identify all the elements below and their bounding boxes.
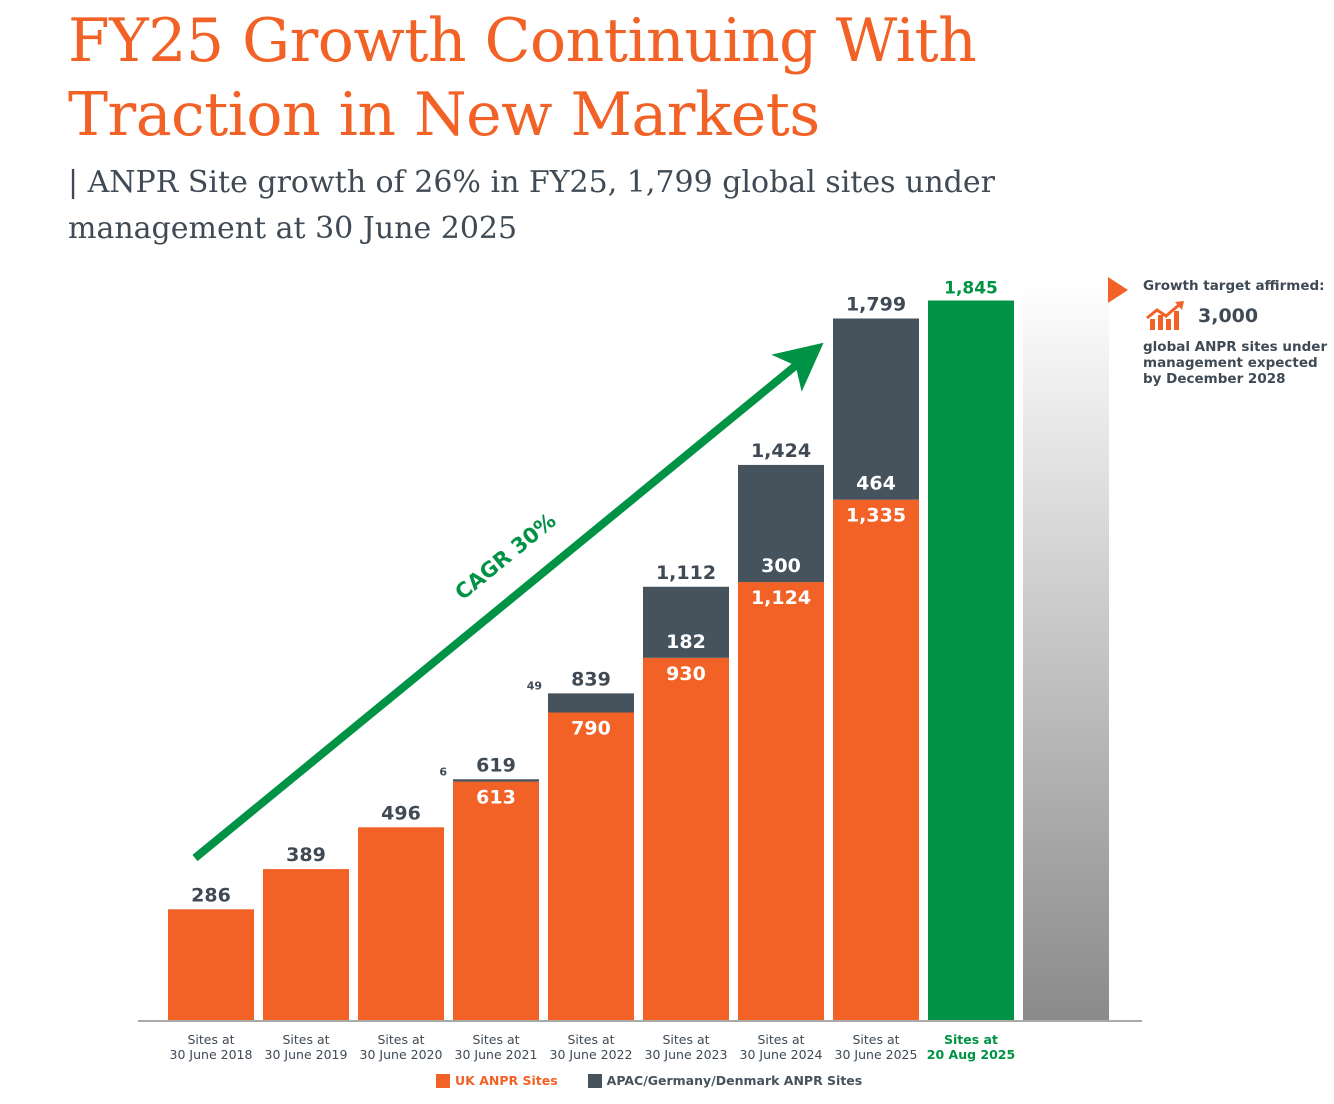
total-label: 1,799: [846, 293, 906, 315]
apac-segment-label: 464: [856, 473, 896, 495]
x-tick-label-line1: Sites at: [187, 1032, 234, 1047]
x-tick-label-line1: Sites at: [377, 1032, 424, 1047]
bar-segment-uk: [738, 582, 824, 1021]
x-tick-label-line2: 30 June 2019: [265, 1047, 348, 1062]
bar-latest: [928, 300, 1014, 1022]
cagr-label: CAGR 30%: [451, 508, 561, 604]
legend-label-uk: UK ANPR Sites: [455, 1073, 558, 1088]
legend-item-apac: APAC/Germany/Denmark ANPR Sites: [587, 1073, 863, 1088]
apac-segment-label: 6: [439, 765, 447, 778]
x-tick-label-line1: Sites at: [852, 1032, 899, 1047]
bar-segment-uk: [453, 781, 539, 1021]
x-tick-label-line1: Sites at: [282, 1032, 329, 1047]
total-label: 496: [381, 802, 421, 824]
legend: UK ANPR Sites APAC/Germany/Denmark ANPR …: [436, 1073, 862, 1088]
uk-segment-label: 613: [476, 787, 516, 809]
target-description: global ANPR sites under management expec…: [1143, 339, 1328, 387]
title-line-1: FY25 Growth Continuing With: [68, 6, 977, 76]
uk-segment-label: 790: [571, 718, 611, 740]
cagr-arrow: [192, 342, 824, 862]
total-label: 1,845: [944, 279, 998, 299]
x-tick-label-line2: 30 June 2020: [360, 1047, 443, 1062]
bar-segment-uk: [358, 827, 444, 1021]
uk-segment-label: 1,124: [751, 587, 811, 609]
bar-segment-uk: [263, 869, 349, 1021]
x-tick-label-line2: 30 June 2023: [645, 1047, 728, 1062]
x-tick-label-line2: 30 June 2024: [740, 1047, 823, 1062]
x-tick-label-line1: Sites at: [567, 1032, 614, 1047]
legend-item-uk: UK ANPR Sites: [436, 1073, 558, 1088]
subtitle: | ANPR Site growth of 26% in FY25, 1,799…: [68, 165, 995, 246]
x-tick-label-line2: 30 June 2018: [170, 1047, 253, 1062]
total-label: 389: [286, 844, 326, 866]
total-label: 619: [476, 754, 516, 776]
legend-label-apac: APAC/Germany/Denmark ANPR Sites: [606, 1073, 863, 1088]
x-tick-label-line1: Sites at: [472, 1032, 519, 1047]
bar-segment-uk: [833, 499, 919, 1021]
apac-segment-label: 49: [527, 679, 542, 692]
x-tick-label-line2: 30 June 2022: [550, 1047, 633, 1062]
x-tick-label-line1: Sites at: [662, 1032, 709, 1047]
total-label: 1,112: [656, 562, 716, 584]
total-label: 1,424: [751, 440, 811, 462]
bar-segment-uk: [168, 909, 254, 1021]
page-title: FY25 Growth Continuing With Traction in …: [68, 4, 977, 152]
target-bar: [1023, 279, 1109, 1021]
apac-segment-label: 182: [666, 631, 706, 653]
bar-segment-uk: [643, 657, 729, 1021]
uk-segment-label: 1,335: [846, 505, 906, 527]
x-tick-label-line2: 20 Aug 2025: [927, 1047, 1015, 1062]
bar-segment-apac: [833, 318, 919, 500]
target-heading: Growth target affirmed:: [1143, 278, 1325, 294]
legend-swatch-uk: [436, 1073, 450, 1088]
legend-swatch-apac: [587, 1073, 602, 1088]
growth-chart-icon: [1146, 301, 1184, 330]
bar-segment-uk: [548, 712, 634, 1021]
x-tick-label-line2: 30 June 2021: [455, 1047, 538, 1062]
apac-segment-label: 300: [761, 555, 801, 577]
total-label: 839: [571, 668, 611, 690]
uk-segment-label: 930: [666, 663, 706, 685]
bar-segment-apac: [548, 693, 634, 713]
bar-segment-apac: [643, 586, 729, 658]
bar-segment-apac: [453, 779, 539, 782]
target-value: 3,000: [1198, 305, 1259, 327]
title-line-2: Traction in New Markets: [68, 80, 820, 150]
x-tick-label-line1: Sites at: [944, 1032, 998, 1047]
pointer-triangle-icon: [1108, 277, 1128, 303]
bar-segment-apac: [738, 464, 824, 583]
x-tick-label-line2: 30 June 2025: [835, 1047, 918, 1062]
x-tick-label-line1: Sites at: [757, 1032, 804, 1047]
total-label: 286: [191, 884, 231, 906]
